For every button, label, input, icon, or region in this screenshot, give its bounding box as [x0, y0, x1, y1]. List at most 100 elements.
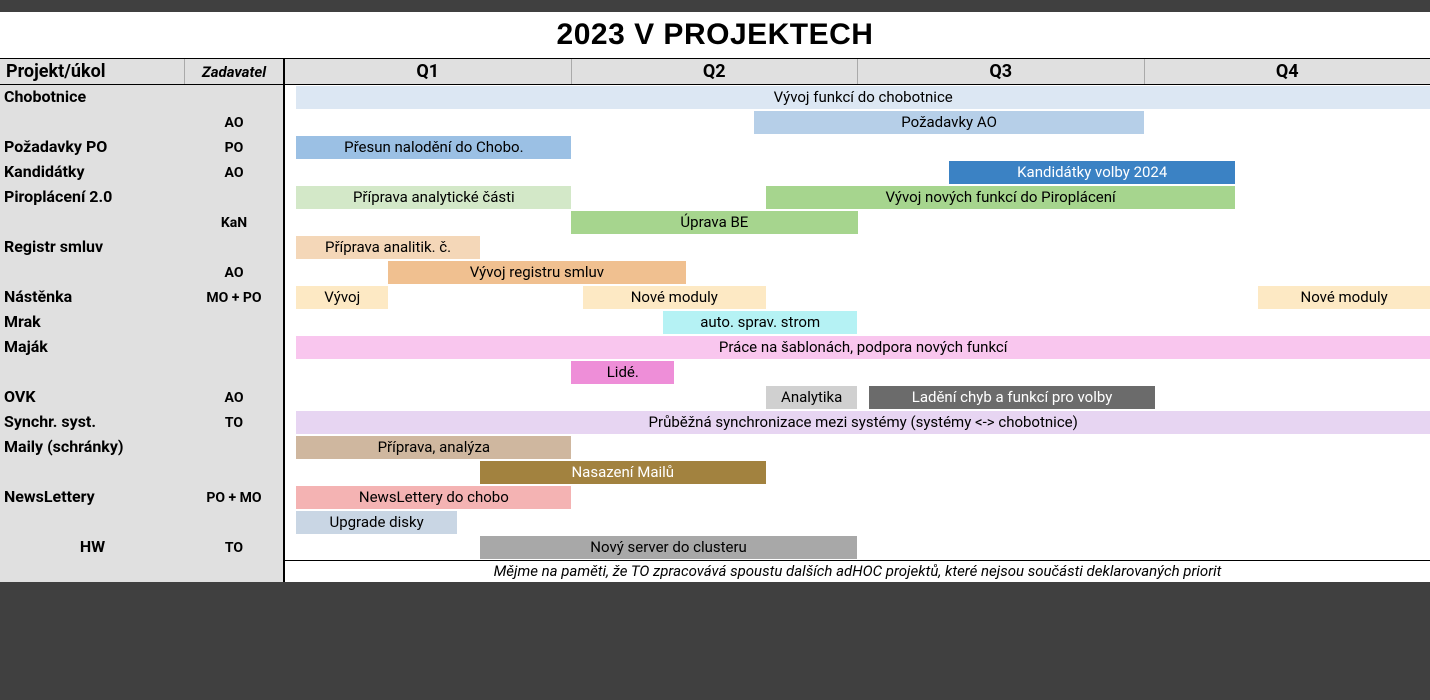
- project-label: Maják: [0, 335, 185, 360]
- gantt-bar: Nové moduly: [1258, 286, 1430, 309]
- zadavatel-label: [185, 235, 285, 260]
- bottom-frame-bar: [0, 582, 1430, 604]
- col-header-q3: Q3: [858, 59, 1145, 84]
- header-row: Projekt/úkol Zadavatel Q1 Q2 Q3 Q4: [0, 58, 1430, 85]
- gantt-bar: Přesun nalodění do Chobo.: [296, 136, 571, 159]
- gantt-bar: Nasazení Mailů: [480, 461, 766, 484]
- gantt-track: Úprava BE: [285, 210, 1430, 235]
- gantt-track: Požadavky AO: [285, 110, 1430, 135]
- gantt-bar: Vývoj funkcí do chobotnice: [296, 86, 1430, 109]
- gantt-row: Registr smluv Příprava analitik. č.: [0, 235, 1430, 260]
- zadavatel-label: TO: [185, 410, 285, 435]
- gantt-bar: Vývoj nových funkcí do Piroplácení: [766, 186, 1235, 209]
- zadavatel-label: PO + MO: [185, 485, 285, 510]
- gantt-row: Lidé.: [0, 360, 1430, 385]
- footer-note: Mějme na paměti, že TO zpracovává spoust…: [285, 560, 1430, 582]
- gantt-track: Průběžná synchronizace mezi systémy (sys…: [285, 410, 1430, 435]
- zadavatel-label: KaN: [185, 210, 285, 235]
- gantt-row: Synchr. syst.TO Průběžná synchronizace me…: [0, 410, 1430, 435]
- gantt-track: Kandidátky volby 2024: [285, 160, 1430, 185]
- gantt-track: Práce na šablonách, podpora nových funkc…: [285, 335, 1430, 360]
- gantt-track: auto. sprav. strom: [285, 310, 1430, 335]
- zadavatel-label: [185, 435, 285, 460]
- gantt-track: Nasazení Mailů: [285, 460, 1430, 485]
- zadavatel-label: [185, 335, 285, 360]
- gantt-row: Upgrade disky: [0, 510, 1430, 535]
- gantt-bar: Příprava analytické části: [296, 186, 571, 209]
- gantt-bar: Průběžná synchronizace mezi systémy (sys…: [296, 411, 1430, 434]
- gantt-track: Příprava analitik. č.: [285, 235, 1430, 260]
- page-title: 2023 V PROJEKTECH: [0, 12, 1430, 58]
- project-label: [0, 360, 185, 385]
- project-label: Nástěnka: [0, 285, 185, 310]
- col-header-q1: Q1: [285, 59, 572, 84]
- gantt-row: KaN Úprava BE: [0, 210, 1430, 235]
- footer-row: Mějme na paměti, že TO zpracovává spoust…: [0, 560, 1430, 582]
- gantt-row: Maják Práce na šablonách, podpora nových …: [0, 335, 1430, 360]
- gantt-track: Vývoj Nové moduly Nové moduly: [285, 285, 1430, 310]
- project-label: OVK: [0, 385, 185, 410]
- gantt-row: Nasazení Mailů: [0, 460, 1430, 485]
- project-label: [0, 510, 185, 535]
- gantt-bar: Úprava BE: [571, 211, 857, 234]
- gantt-bar: Příprava, analýza: [296, 436, 571, 459]
- gantt-row: Piroplácení 2.0Příprava analytické části…: [0, 185, 1430, 210]
- gantt-bar: Upgrade disky: [296, 511, 456, 534]
- gantt-bar: Nový server do clusteru: [480, 536, 858, 559]
- project-label: HW: [0, 535, 185, 560]
- gantt-bar: Lidé.: [571, 361, 674, 384]
- gantt-bar: Analytika: [766, 386, 858, 409]
- project-label: Mrak: [0, 310, 185, 335]
- gantt-track: NewsLettery do chobo: [285, 485, 1430, 510]
- zadavatel-label: TO: [185, 535, 285, 560]
- gantt-body: ChobotniceVývoj funkcí do chobotniceAOPo…: [0, 85, 1430, 560]
- gantt-row: HWTO Nový server do clusteru: [0, 535, 1430, 560]
- project-label: [0, 210, 185, 235]
- gantt-row: Chobotnice Vývoj funkcí do chobotnice: [0, 85, 1430, 110]
- gantt-row: Maily (schránky) Příprava, analýza: [0, 435, 1430, 460]
- gantt-row: AO Požadavky AO: [0, 110, 1430, 135]
- project-label: [0, 460, 185, 485]
- zadavatel-label: [185, 360, 285, 385]
- col-header-q2: Q2: [572, 59, 859, 84]
- col-header-q4: Q4: [1145, 59, 1430, 84]
- gantt-row: NewsLetteryPO + MO NewsLettery do chobo: [0, 485, 1430, 510]
- project-label: NewsLettery: [0, 485, 185, 510]
- gantt-row: Mrak auto. sprav. strom: [0, 310, 1430, 335]
- gantt-track: Upgrade disky: [285, 510, 1430, 535]
- gantt-track: AnalytikaLadění chyb a funkcí pro volby: [285, 385, 1430, 410]
- gantt-track: Přesun nalodění do Chobo.: [285, 135, 1430, 160]
- gantt-bar: Kandidátky volby 2024: [949, 161, 1235, 184]
- gantt-bar: Vývoj registru smluv: [388, 261, 686, 284]
- gantt-track: Vývoj registru smluv: [285, 260, 1430, 285]
- project-label: Maily (schránky): [0, 435, 185, 460]
- gantt-row: OVKAOAnalytikaLadění chyb a funkcí pro v…: [0, 385, 1430, 410]
- gantt-track: Nový server do clusteru: [285, 535, 1430, 560]
- gantt-track: Lidé.: [285, 360, 1430, 385]
- project-label: Kandidátky: [0, 160, 185, 185]
- zadavatel-label: MO + PO: [185, 285, 285, 310]
- project-label: Požadavky PO: [0, 135, 185, 160]
- project-label: [0, 260, 185, 285]
- project-label: [0, 110, 185, 135]
- zadavatel-label: AO: [185, 385, 285, 410]
- zadavatel-label: AO: [185, 260, 285, 285]
- zadavatel-label: [185, 510, 285, 535]
- project-label: Registr smluv: [0, 235, 185, 260]
- gantt-bar: Požadavky AO: [754, 111, 1143, 134]
- gantt-row: NástěnkaMO + PO Vývoj Nové moduly Nové modu…: [0, 285, 1430, 310]
- zadavatel-label: [185, 85, 285, 110]
- gantt-bar: Vývoj: [296, 286, 388, 309]
- gantt-track: Příprava, analýza: [285, 435, 1430, 460]
- gantt-bar: Nové moduly: [583, 286, 766, 309]
- col-header-project: Projekt/úkol: [0, 59, 185, 84]
- zadavatel-label: [185, 310, 285, 335]
- gantt-bar: NewsLettery do chobo: [296, 486, 571, 509]
- zadavatel-label: [185, 185, 285, 210]
- project-label: Chobotnice: [0, 85, 185, 110]
- gantt-row: KandidátkyAOKandidátky volby 2024: [0, 160, 1430, 185]
- gantt-track: Vývoj funkcí do chobotnice: [285, 85, 1430, 110]
- zadavatel-label: AO: [185, 110, 285, 135]
- project-label: Synchr. syst.: [0, 410, 185, 435]
- gantt-row: AO Vývoj registru smluv: [0, 260, 1430, 285]
